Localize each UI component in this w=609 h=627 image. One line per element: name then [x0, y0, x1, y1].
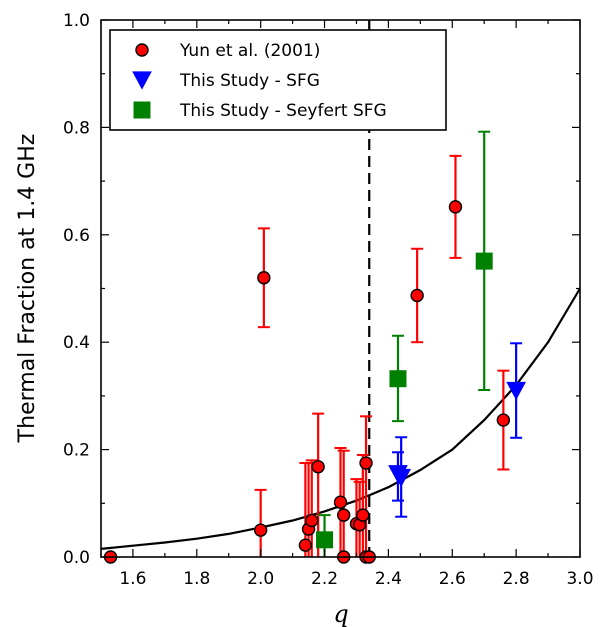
- x-axis-label: q: [333, 600, 348, 627]
- point-yun-18: [496, 413, 511, 427]
- x-tick-label: 1.8: [183, 569, 210, 589]
- point-yun-1: [253, 523, 268, 537]
- x-tick-label: 1.6: [119, 569, 146, 589]
- point-yun-17: [448, 200, 463, 214]
- point-yun-2: [257, 271, 271, 285]
- y-tick-label: 0.4: [63, 333, 90, 353]
- y-tick-label: 0.8: [63, 118, 90, 138]
- point-seyfert-sfg-0: [316, 531, 334, 549]
- point-sfg-1: [391, 468, 412, 488]
- point-sfg-2: [506, 381, 526, 401]
- y-tick-label: 0.6: [63, 226, 90, 246]
- y-tick-label: 1.0: [63, 11, 90, 31]
- axes: 1.6 1.8 2.0 2.2 2.4 2.6 2.8 3.0 0.0 0.2 0.4 0.6 0.8 1…: [63, 11, 594, 589]
- point-seyfert-sfg-1: [389, 370, 407, 388]
- point-yun-5: [305, 513, 319, 528]
- x-tick-label: 2.4: [375, 569, 402, 589]
- x-tick-label: 2.8: [503, 569, 530, 589]
- markers-layer: [103, 200, 526, 564]
- x-tick-label: 2.2: [311, 569, 338, 589]
- legend-box: [109, 29, 447, 131]
- legend-label: This Study - Seyfert SFG: [179, 101, 387, 121]
- point-yun-3: [298, 538, 313, 552]
- point-yun-7: [333, 495, 348, 509]
- x-tick-label: 2.0: [247, 569, 274, 589]
- point-yun-12: [356, 508, 370, 522]
- x-tick-label: 2.6: [439, 569, 466, 589]
- point-yun-13: [359, 456, 373, 470]
- legend-label: This Study - SFG: [179, 71, 320, 91]
- legend-marker: [135, 43, 149, 57]
- point-yun-6: [311, 460, 325, 474]
- x-tick-label: 3.0: [566, 569, 593, 589]
- y-axis-label: Thermal Fraction at 1.4 GHz: [15, 134, 40, 444]
- legend-marker: [132, 71, 152, 90]
- y-tick-label: 0.0: [63, 548, 90, 568]
- point-yun-8: [336, 508, 351, 522]
- y-tick-label: 0.2: [63, 441, 90, 461]
- point-yun-16: [410, 288, 424, 303]
- legend-marker: [133, 101, 151, 119]
- legend-label: Yun et al. (2001): [179, 41, 320, 61]
- legend: Yun et al. (2001) This Study - SFG This St…: [109, 29, 447, 131]
- point-seyfert-sfg-2: [475, 252, 493, 270]
